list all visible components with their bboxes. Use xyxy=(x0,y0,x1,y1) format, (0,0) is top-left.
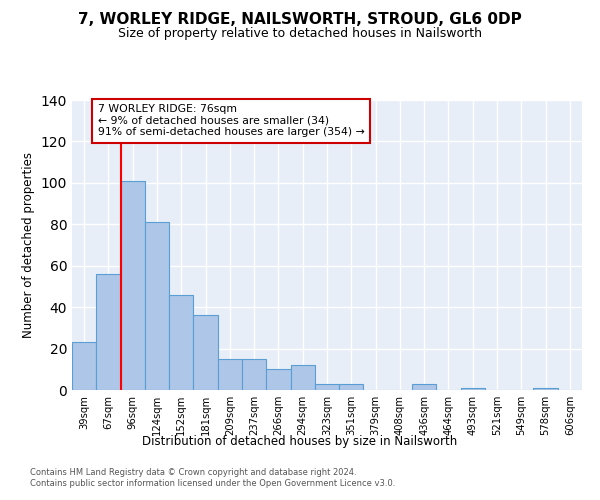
Bar xyxy=(339,384,364,390)
Bar xyxy=(266,370,290,390)
Bar xyxy=(96,274,121,390)
Bar xyxy=(242,359,266,390)
Bar xyxy=(315,384,339,390)
Text: Distribution of detached houses by size in Nailsworth: Distribution of detached houses by size … xyxy=(142,435,458,448)
Text: 7 WORLEY RIDGE: 76sqm
← 9% of detached houses are smaller (34)
91% of semi-detac: 7 WORLEY RIDGE: 76sqm ← 9% of detached h… xyxy=(97,104,364,138)
Bar xyxy=(412,384,436,390)
Bar xyxy=(145,222,169,390)
Text: Size of property relative to detached houses in Nailsworth: Size of property relative to detached ho… xyxy=(118,28,482,40)
Bar xyxy=(121,181,145,390)
Bar xyxy=(218,359,242,390)
Y-axis label: Number of detached properties: Number of detached properties xyxy=(22,152,35,338)
Bar xyxy=(193,316,218,390)
Bar xyxy=(461,388,485,390)
Bar xyxy=(290,365,315,390)
Bar xyxy=(169,294,193,390)
Text: Contains HM Land Registry data © Crown copyright and database right 2024.
Contai: Contains HM Land Registry data © Crown c… xyxy=(30,468,395,487)
Text: 7, WORLEY RIDGE, NAILSWORTH, STROUD, GL6 0DP: 7, WORLEY RIDGE, NAILSWORTH, STROUD, GL6… xyxy=(78,12,522,28)
Bar xyxy=(533,388,558,390)
Bar xyxy=(72,342,96,390)
